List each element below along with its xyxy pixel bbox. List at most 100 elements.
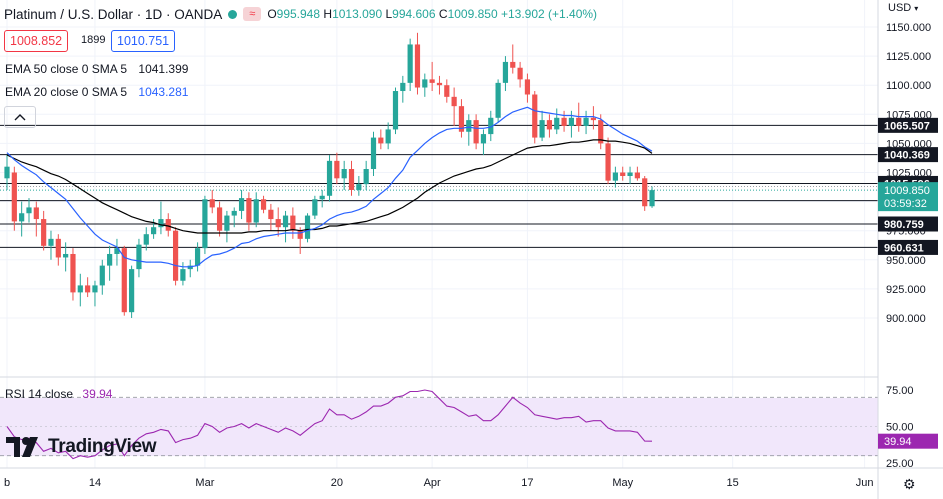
time-axis: b 14 Mar 20 Apr 17 May 15 Jun	[4, 477, 874, 489]
candle-body	[400, 82, 406, 92]
candle-body	[77, 285, 83, 293]
buy-button[interactable]: 1010.751	[111, 30, 176, 52]
symbol-title[interactable]: Platinum / U.S. Dollar · 1D · OANDA	[4, 6, 223, 22]
rsi-tick-label: 50.00	[886, 422, 914, 434]
candle-body	[334, 160, 340, 179]
candle-body	[180, 269, 186, 281]
candle-body	[312, 199, 318, 216]
candle-body	[612, 172, 618, 181]
candle-body	[26, 207, 32, 214]
time-tick-label: 17	[521, 477, 533, 489]
candle-body	[458, 106, 465, 132]
candle-body	[378, 137, 384, 144]
candle-body	[356, 184, 362, 190]
ema50-legend[interactable]: EMA 50 close 0 SMA 5 1041.399	[5, 62, 188, 76]
price-line-tag[interactable]	[878, 147, 938, 163]
market-status-dot	[228, 9, 238, 19]
currency-selector[interactable]: USD ▾	[888, 2, 918, 14]
tradingview-watermark[interactable]: TradingView	[6, 436, 157, 458]
candle-body	[524, 79, 531, 95]
candle-body	[488, 117, 494, 135]
candle-body	[129, 269, 135, 313]
gear-icon[interactable]: ⚙	[903, 476, 916, 492]
candle-body	[473, 120, 479, 144]
time-tick-label: 15	[727, 477, 739, 489]
ema20-legend[interactable]: EMA 20 close 0 SMA 5 1043.281	[5, 85, 188, 99]
candle-body	[224, 215, 230, 231]
candle-body	[304, 215, 311, 239]
time-tick-label: Apr	[424, 477, 441, 489]
candle-body	[605, 143, 611, 181]
ema50-label: EMA 50 close 0 SMA 5	[5, 62, 128, 76]
rsi-tick-label: 25.00	[886, 458, 914, 470]
countdown-label: 03:59:32	[884, 198, 927, 210]
candle-body	[216, 207, 223, 231]
rsi-tick-label: 75.00	[886, 385, 914, 397]
candle-body	[642, 178, 648, 207]
brand-name: TradingView	[48, 436, 157, 457]
candle-body	[41, 219, 47, 246]
rsi-label: RSI 14 close	[5, 387, 74, 401]
collapse-legend-button[interactable]	[4, 106, 36, 128]
price-line-tag[interactable]	[878, 216, 938, 232]
candle-body	[136, 244, 142, 270]
price-line-label: 1040.369	[884, 150, 930, 162]
rsi-panel	[0, 389, 878, 460]
price-line-label: 980.759	[884, 219, 924, 231]
candle-body	[4, 166, 10, 179]
candle-body	[114, 248, 120, 254]
currency-label: USD	[888, 2, 912, 14]
price-tick-label: 900.000	[886, 313, 926, 325]
candle-body	[436, 82, 443, 86]
candle-body	[107, 253, 113, 266]
ema20-value: 1043.281	[138, 85, 189, 99]
price-line-tag[interactable]	[878, 239, 938, 255]
candle-body	[583, 117, 589, 126]
candle-body	[319, 195, 325, 200]
candle-body	[422, 79, 428, 88]
candle-body	[209, 199, 215, 208]
sell-button[interactable]: 1008.852	[4, 30, 69, 52]
rsi-value-label: 39.94	[884, 436, 912, 448]
candle-body	[517, 67, 523, 80]
rsi-value: 39.94	[82, 387, 113, 401]
ohlc-values: O995.948 H1013.090 L994.606 C1009.850 +1…	[267, 7, 598, 21]
candle-body	[165, 219, 171, 231]
candle-body	[451, 96, 457, 107]
candle-body	[282, 215, 289, 228]
candle-body	[429, 79, 435, 83]
time-tick-label: Jun	[856, 477, 874, 489]
candle-body	[466, 120, 472, 132]
candle-body	[480, 134, 487, 144]
candle-body	[63, 253, 69, 258]
candle-body	[561, 117, 567, 126]
candle-body	[194, 248, 201, 266]
candle-body	[510, 61, 516, 68]
last-price-tag	[878, 182, 938, 212]
price-tick-label: 950.000	[886, 255, 926, 267]
time-tick-label: b	[4, 477, 10, 489]
rsi-legend[interactable]: RSI 14 close 39.94	[5, 387, 112, 401]
candle-body	[275, 219, 281, 228]
candle-body	[568, 117, 575, 126]
candle-body	[370, 137, 377, 170]
price-tick-label: 925.000	[886, 284, 926, 296]
candle-body	[231, 210, 237, 216]
candle-body	[99, 265, 105, 286]
rsi-value-tag	[878, 433, 938, 449]
candle-body	[70, 253, 76, 293]
candle-body	[634, 172, 640, 179]
candle-body	[546, 120, 553, 130]
candle-body	[590, 117, 596, 121]
candle-body	[33, 207, 39, 220]
chevron-up-icon	[14, 114, 26, 121]
candle-body	[392, 91, 399, 130]
candle-body	[238, 198, 245, 211]
symbol-legend: Platinum / U.S. Dollar · 1D · OANDA ≈ O9…	[4, 5, 597, 23]
candle-body	[158, 219, 164, 228]
chevron-down-icon: ▾	[914, 4, 919, 13]
wave-icon[interactable]: ≈	[243, 7, 262, 21]
rsi-line	[6, 389, 653, 460]
price-line-tag[interactable]	[878, 117, 938, 133]
